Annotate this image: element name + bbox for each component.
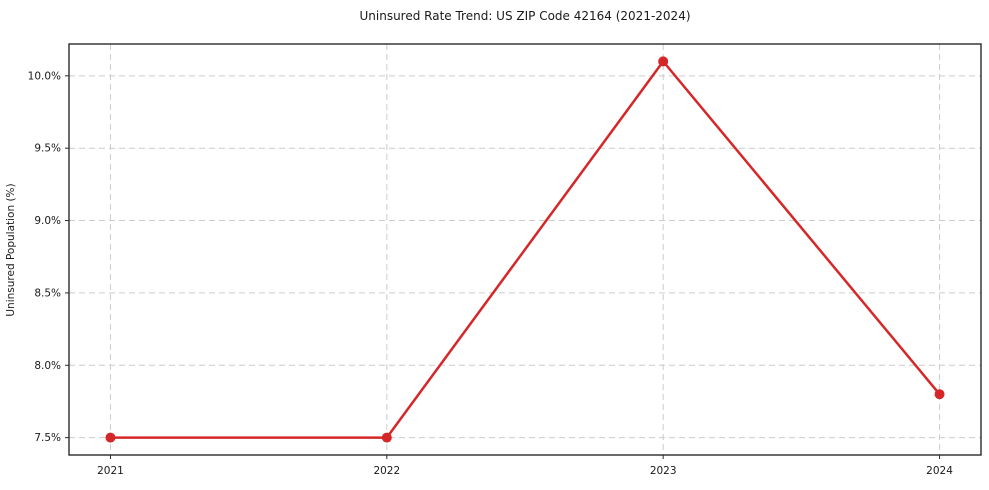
chart-title: Uninsured Rate Trend: US ZIP Code 42164 … [359,9,690,23]
y-axis-label: Uninsured Population (%) [5,183,17,316]
data-point-2023 [658,56,669,67]
x-tick-label: 2022 [373,465,400,477]
y-tick-label: 8.5% [34,287,61,299]
trend-line [109,60,941,439]
plot-border [68,43,982,456]
y-tick-label: 7.5% [34,432,61,444]
data-point-2021 [105,432,116,443]
y-tick-label: 8.0% [34,360,61,372]
y-tick-label: 9.0% [34,215,61,227]
plot-area: 7.5% 8.0% 8.5% 9.0% 9.5% 10.0% 2021 2022 2023 202… [28,43,982,477]
x-tick-label: 2024 [926,465,953,477]
data-point-2022 [381,432,392,443]
x-tick-label: 2021 [97,465,124,477]
x-tick-label: 2023 [650,465,677,477]
y-tick-label: 9.5% [34,143,61,155]
data-point-2024 [934,389,945,400]
y-tick-label: 10.0% [28,70,61,82]
